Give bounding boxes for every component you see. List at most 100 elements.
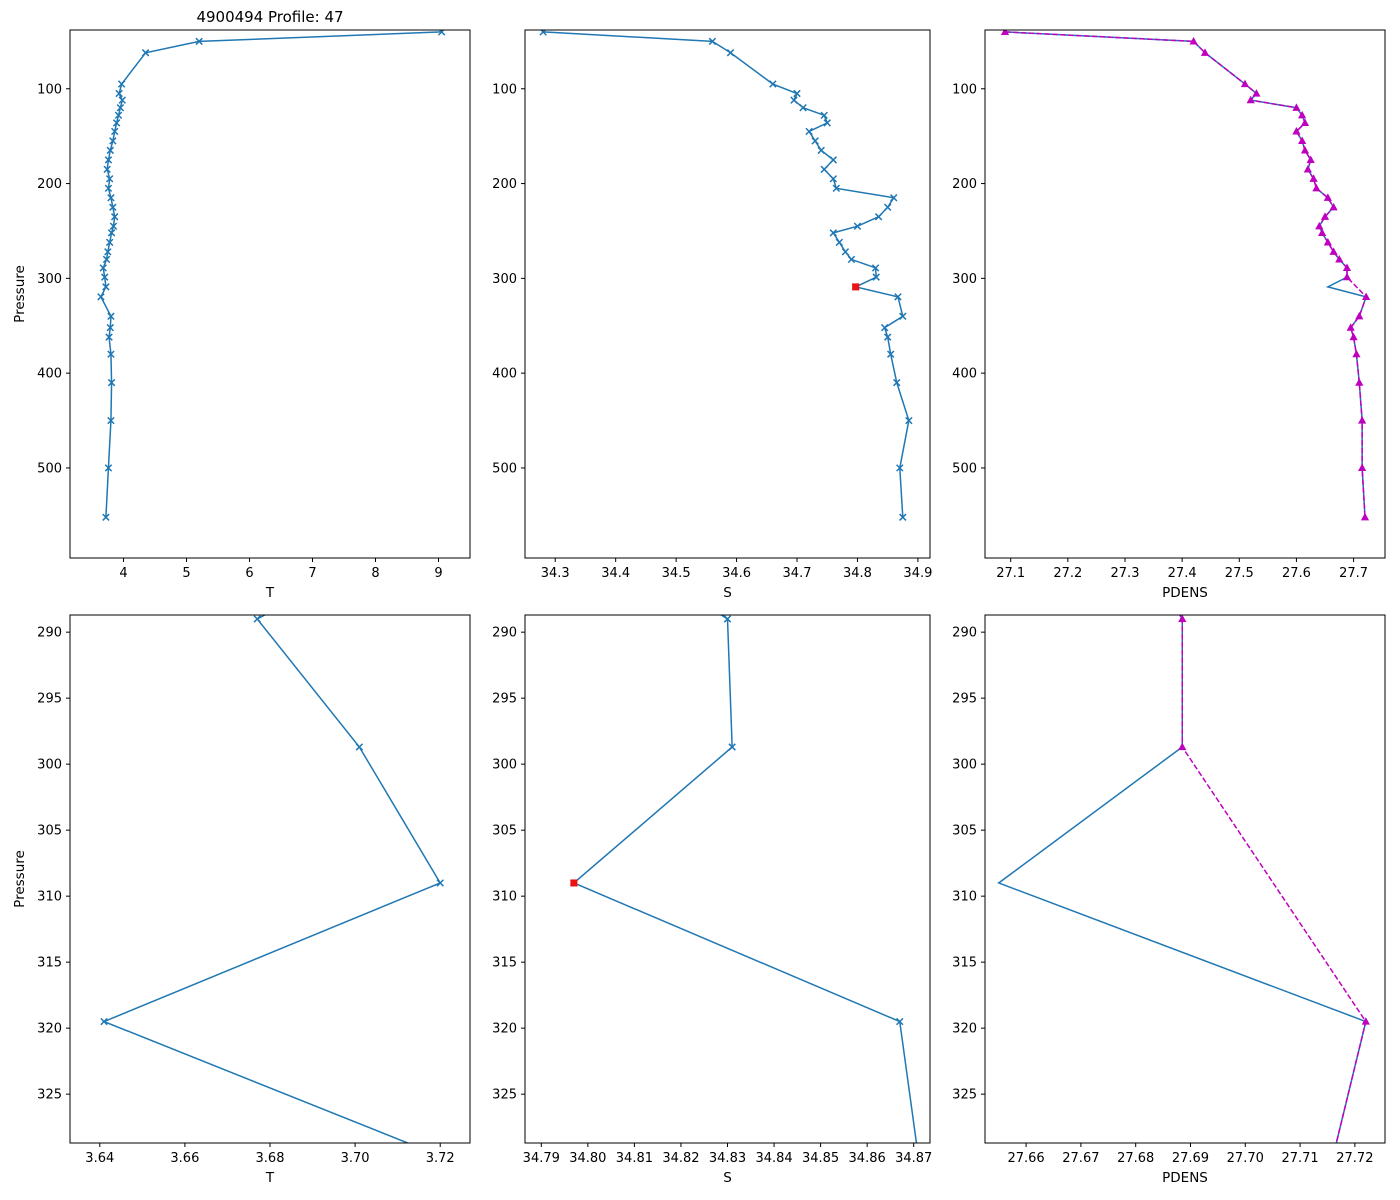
triangle-marker: [1349, 332, 1358, 341]
x-tick-label: 27.3: [1111, 566, 1140, 581]
x-tick-label: 27.67: [1062, 1151, 1099, 1166]
y-tick-label: 295: [952, 692, 977, 707]
x-marker: [102, 513, 110, 521]
x-marker: [829, 156, 838, 164]
triangle-marker: [1355, 378, 1364, 386]
flagged-point-marker: [852, 283, 860, 291]
x-marker: [107, 229, 116, 237]
y-tick-label: 325: [37, 1088, 62, 1103]
x-marker: [728, 743, 736, 751]
x-marker: [445, 259, 451, 265]
x-tick-label: 34.86: [849, 1151, 886, 1166]
triangle-marker: [995, 258, 1003, 266]
triangle-marker: [1300, 145, 1310, 154]
triangle-marker: [1335, 255, 1344, 263]
y-tick-label: 310: [952, 890, 977, 905]
x-marker: [106, 146, 115, 155]
y-tick-label: 305: [952, 824, 977, 839]
axes-T-full: 4 5 6 7 8 9 100 200 300 400 500 T Pressure: [12, 29, 471, 601]
x-marker: [105, 333, 113, 341]
y-tick-label: 300: [37, 272, 62, 287]
triangle-marker: [1329, 247, 1338, 255]
triangle-marker: [1178, 742, 1187, 751]
triangle-marker: [1049, 390, 1057, 398]
x-tick-label: 34.7: [783, 566, 812, 581]
x-tick-label: 27.5: [1225, 566, 1254, 581]
y-tick-label: 100: [37, 82, 62, 97]
plot-area-T-zoom: [100, 497, 486, 1144]
y-tick-label: 400: [37, 367, 62, 382]
x-tick-label: 6: [245, 566, 253, 581]
x-marker: [116, 103, 125, 112]
x-marker: [104, 248, 112, 256]
y-tick-label: 325: [952, 1088, 977, 1103]
x-marker: [847, 255, 856, 264]
x-tick-label: 3.68: [256, 1151, 285, 1166]
triangle-marker: [1298, 110, 1307, 119]
triangle-marker: [1200, 48, 1210, 56]
y-tick-label: 290: [37, 626, 62, 641]
y-tick-label: 500: [952, 461, 977, 476]
x-marker: [253, 615, 261, 623]
x-tick-label: 27.66: [1007, 1151, 1044, 1166]
x-marker: [107, 416, 115, 425]
x-marker: [398, 127, 404, 133]
triangle-marker: [1292, 103, 1301, 111]
triangle-marker: [1318, 228, 1327, 236]
x-tick-label: 34.84: [755, 1151, 792, 1166]
x-tick-label: 34.80: [569, 1151, 606, 1166]
x-tick-label: 34.87: [895, 1151, 932, 1166]
x-marker: [538, 497, 544, 503]
x-marker: [195, 37, 203, 46]
y-tick-label: 290: [492, 626, 517, 641]
x-marker: [107, 378, 116, 387]
plot-area-T-full: [97, 29, 446, 521]
x-marker: [874, 213, 883, 221]
x-tick-label: 34.5: [662, 566, 691, 581]
x-marker: [793, 89, 801, 98]
axes-box: [524, 614, 931, 1144]
x-marker: [820, 111, 828, 120]
axes-S-full: 34.3 34.4 34.5 34.6 34.7 34.8 34.9 100 200 300 400…: [492, 29, 932, 601]
x-marker: [97, 293, 105, 301]
triangle-marker: [1309, 174, 1318, 182]
x-tick-label: 8: [371, 566, 379, 581]
flagged-point-marker: [570, 879, 578, 887]
y-tick-label: 500: [492, 461, 517, 476]
y-tick-label: 100: [952, 82, 977, 97]
x-marker: [790, 96, 798, 104]
x-marker: [805, 127, 813, 136]
x-marker: [109, 203, 117, 211]
y-tick-label: 325: [492, 1088, 517, 1103]
x-marker: [104, 156, 113, 164]
PDENS-full-PDENS-adjusted-line: [1004, 31, 1368, 518]
PDENS-zoom-xlabel: PDENS: [1162, 1170, 1208, 1186]
triangle-marker: [1346, 323, 1355, 331]
x-tick-label: 34.6: [722, 566, 751, 581]
x-marker: [799, 103, 807, 112]
x-tick-label: 27.7: [1339, 566, 1368, 581]
axes-S-zoom: 34.79 34.80 34.81 34.82 34.83 34.84 34.85 34.86…: [398, 127, 932, 1186]
x-marker: [708, 37, 717, 46]
S-full-xlabel: S: [723, 585, 732, 601]
y-tick-label: 100: [492, 82, 517, 97]
x-tick-label: 34.8: [843, 566, 872, 581]
y-tick-label: 310: [492, 890, 517, 905]
x-tick-label: 27.6: [1282, 566, 1311, 581]
x-marker: [841, 248, 850, 256]
x-marker: [105, 175, 114, 183]
x-marker: [100, 1017, 108, 1026]
x-marker: [110, 127, 119, 136]
x-marker: [899, 513, 907, 521]
triangle-marker: [1360, 512, 1370, 521]
PDENS-full-PDENS-line: [1004, 31, 1368, 518]
y-tick-label: 295: [37, 692, 62, 707]
x-marker: [480, 497, 486, 503]
triangle-marker: [940, 126, 948, 134]
x-marker: [905, 416, 913, 425]
x-marker: [872, 273, 880, 281]
x-marker: [141, 49, 150, 57]
x-marker: [883, 333, 892, 341]
